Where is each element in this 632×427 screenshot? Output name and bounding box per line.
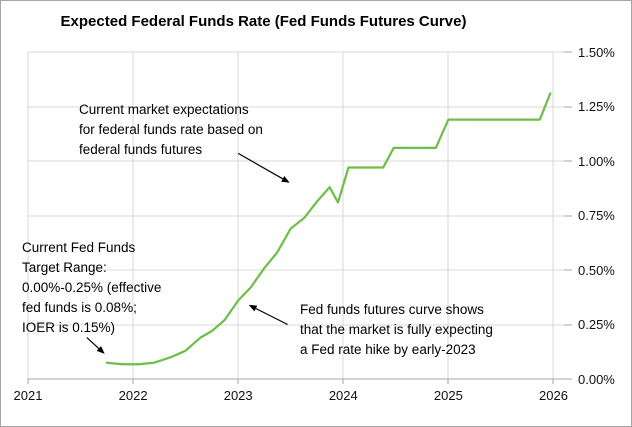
- annotation-line: Current market expectations: [79, 102, 249, 117]
- annotation-market-expectations: Current market expectations for federal …: [79, 100, 263, 160]
- annotation-target-range: Current Fed Funds Target Range: 0.00%-0.…: [22, 238, 161, 338]
- x-tick-label: 2023: [223, 388, 253, 403]
- x-tick-label: 2022: [118, 388, 148, 403]
- annotation-line: Target Range:: [22, 260, 107, 275]
- annotation-line: 0.00%-0.25% (effective: [22, 280, 162, 295]
- y-tick-label: 1.00%: [578, 153, 615, 169]
- y-tick-label: 0.25%: [578, 317, 615, 332]
- annotation-rate-hike: Fed funds futures curve shows that the m…: [300, 300, 493, 360]
- annotation-line: Current Fed Funds: [22, 240, 136, 255]
- annotation-line: a Fed rate hike by early-2023: [300, 342, 476, 357]
- y-tick-label: 0.00%: [578, 371, 615, 387]
- x-tick-label: 2024: [328, 388, 358, 403]
- annotation-line: for federal funds rate based on: [79, 122, 263, 137]
- annotation-arrow-target-range: [86, 337, 100, 349]
- annotation-line: that the market is fully expecting: [300, 322, 493, 337]
- annotation-arrow-market-expectations: [237, 152, 284, 180]
- chart-title: Expected Federal Funds Rate (Fed Funds F…: [60, 13, 467, 30]
- annotation-arrowhead-rate-hike: [248, 304, 258, 312]
- x-tick-label: 2025: [433, 388, 463, 403]
- y-tick-label: 1.50%: [578, 44, 615, 60]
- annotation-arrowhead-market-expectations: [281, 176, 290, 183]
- x-tick-label: 2021: [13, 388, 43, 403]
- annotation-line: federal funds futures: [79, 142, 203, 157]
- annotation-line: fed funds is 0.08%;: [22, 300, 137, 315]
- fed-funds-futures-line: [105, 92, 552, 366]
- annotation-line: IOER is 0.15%): [22, 320, 116, 335]
- annotation-line: Fed funds futures curve shows: [300, 302, 484, 317]
- annotation-arrow-rate-hike: [255, 307, 288, 326]
- y-tick-label: 0.50%: [578, 262, 615, 278]
- annotation-arrowhead-target-range: [96, 346, 105, 354]
- x-tick-label: 2026: [539, 388, 568, 403]
- y-tick-label: 0.75%: [578, 208, 615, 223]
- y-tick-label: 1.25%: [578, 99, 615, 114]
